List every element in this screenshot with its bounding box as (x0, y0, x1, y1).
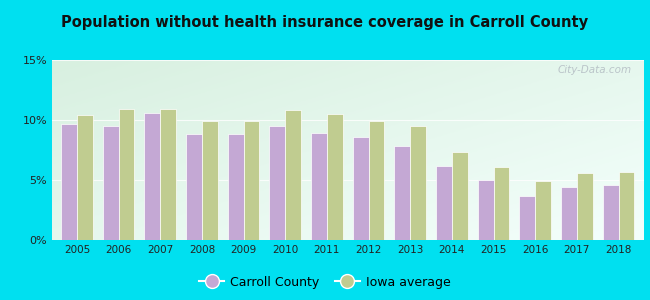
Text: City-Data.com: City-Data.com (558, 65, 632, 75)
Bar (202, 121, 218, 240)
Bar (285, 110, 301, 240)
Legend: Carroll County, Iowa average: Carroll County, Iowa average (194, 271, 456, 294)
Bar (519, 196, 535, 240)
Bar (311, 133, 327, 240)
Text: Population without health insurance coverage in Carroll County: Population without health insurance cove… (62, 15, 588, 30)
Bar (103, 126, 119, 240)
Bar (186, 134, 202, 240)
Bar (395, 146, 410, 240)
Bar (436, 166, 452, 240)
Bar (577, 173, 593, 240)
Bar (161, 109, 176, 240)
Bar (353, 137, 369, 240)
Bar (452, 152, 468, 240)
Bar (119, 109, 135, 240)
Bar (227, 134, 244, 240)
Bar (369, 121, 384, 240)
Bar (535, 181, 551, 240)
Bar (561, 187, 577, 240)
Bar (144, 113, 161, 240)
Bar (244, 121, 259, 240)
Bar (410, 126, 426, 240)
Bar (493, 167, 510, 240)
Bar (478, 180, 493, 240)
Bar (603, 185, 619, 240)
Bar (61, 124, 77, 240)
Bar (77, 115, 93, 240)
Bar (619, 172, 634, 240)
Bar (327, 114, 343, 240)
Bar (270, 126, 285, 240)
